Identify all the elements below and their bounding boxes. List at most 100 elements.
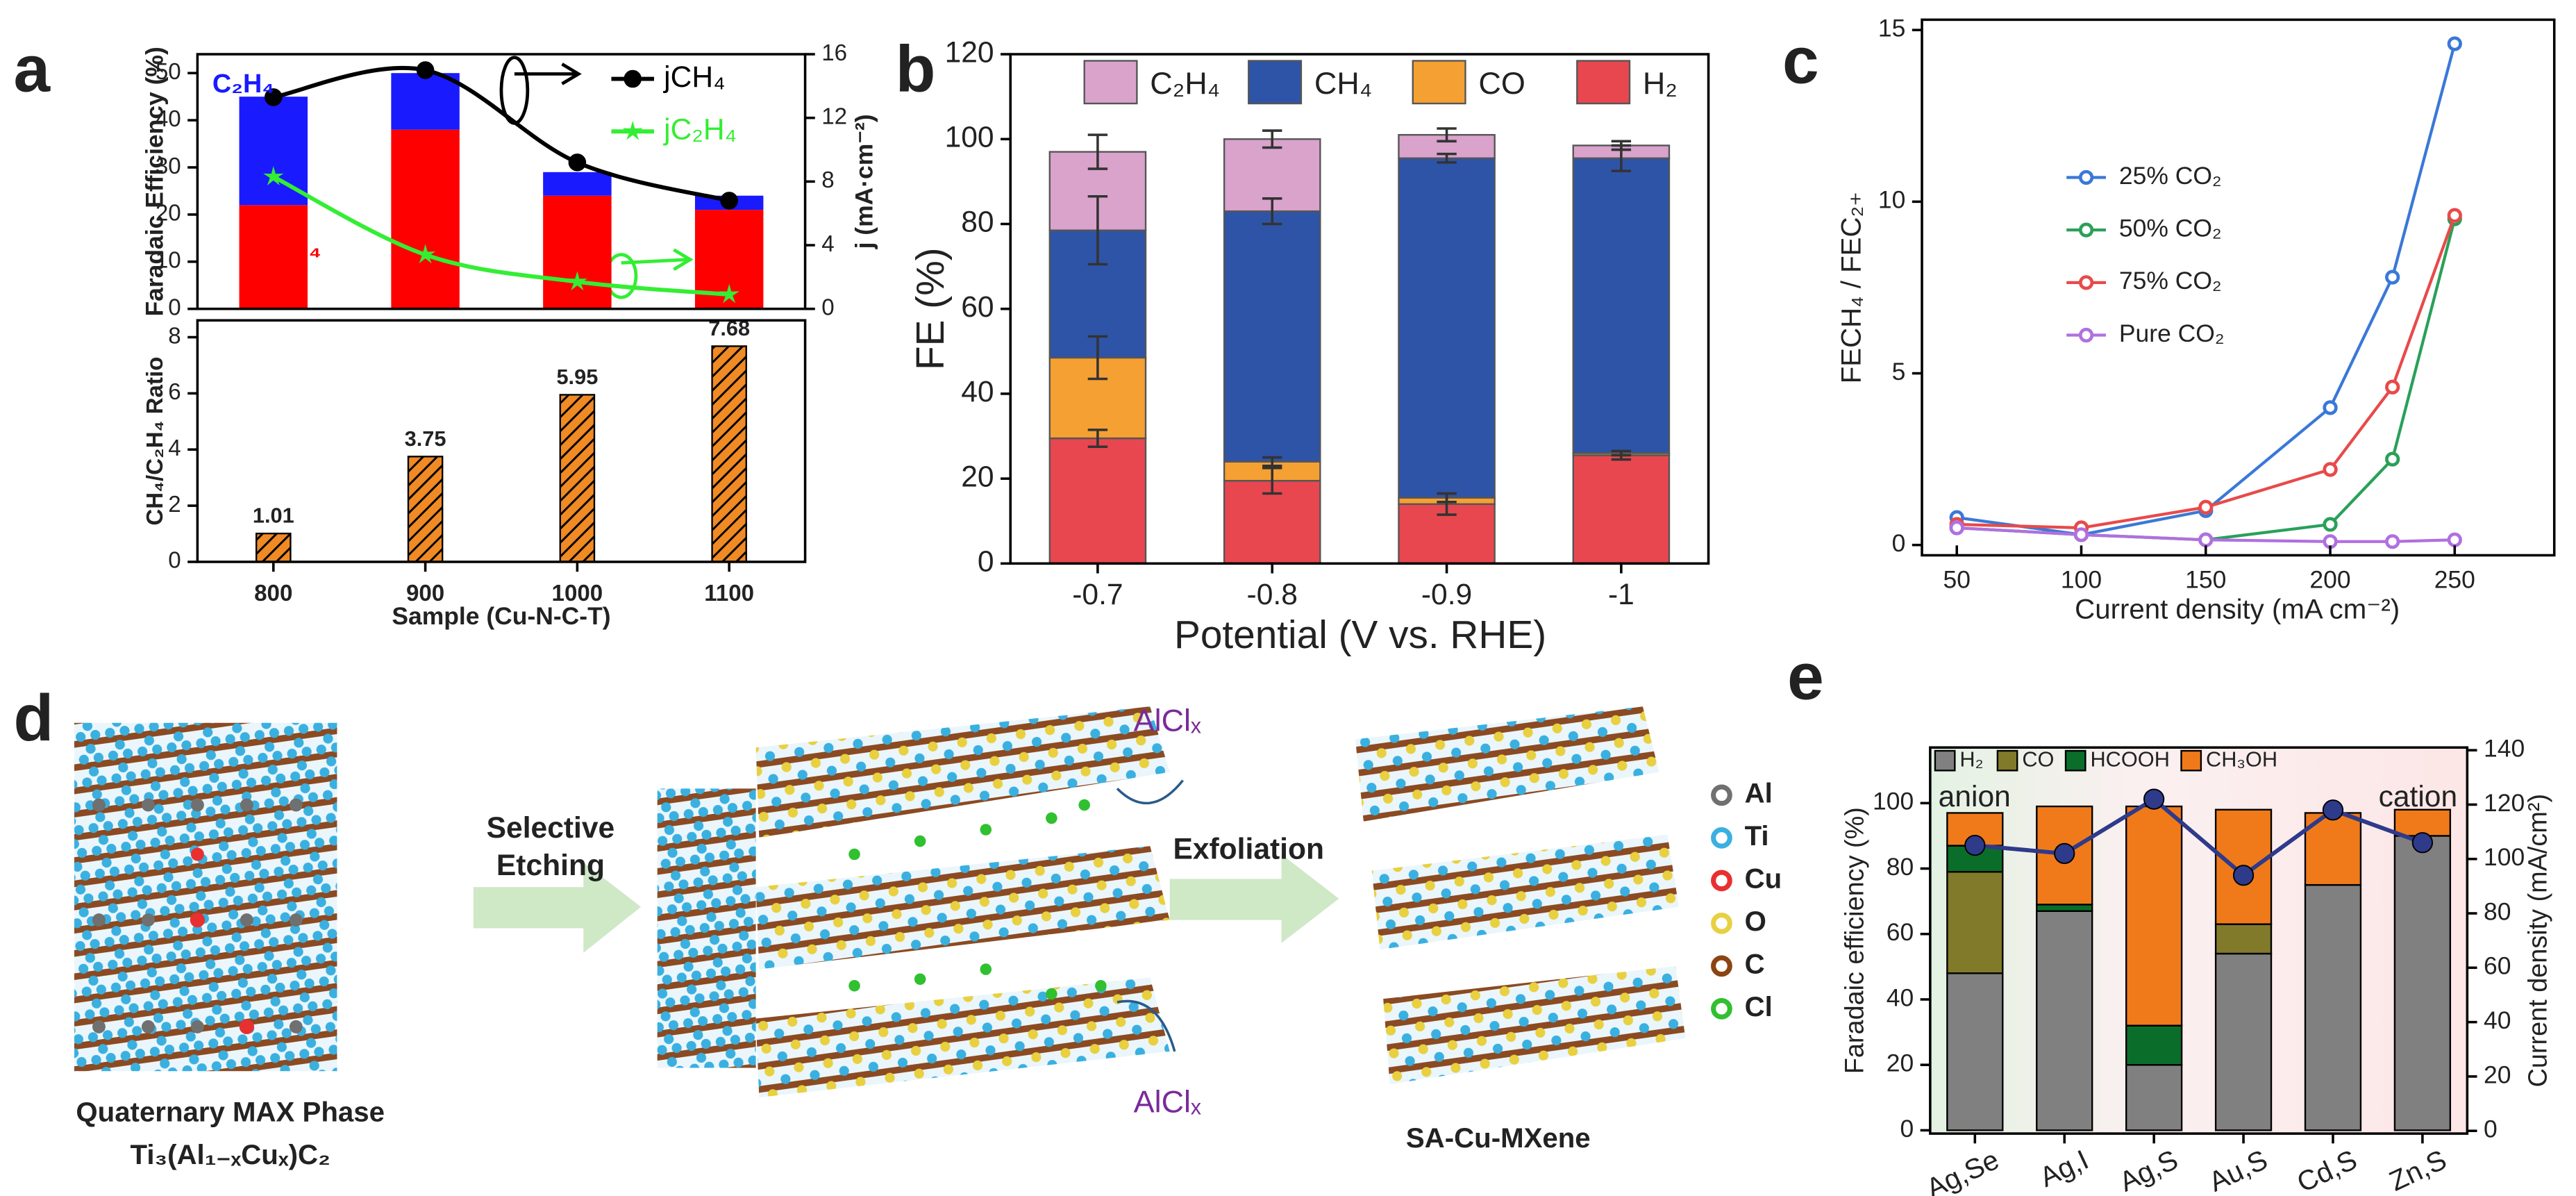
axis-pointer [514, 63, 582, 85]
bar-segment [2304, 883, 2362, 1131]
arrow [473, 862, 642, 953]
plot-frame [1929, 746, 2469, 1135]
y-tick-label: 10 [156, 248, 181, 274]
legend-label: jC₂H₄ [662, 113, 737, 146]
point [2385, 269, 2400, 285]
step-label: Etching [496, 849, 605, 882]
legend-label: H₂ [1959, 747, 1983, 771]
y-tick-label: 120 [945, 35, 994, 69]
y-tick-label: 0 [821, 294, 834, 320]
error-bar [1262, 456, 1282, 467]
point [2232, 865, 2255, 886]
atom-swatch [1711, 955, 1732, 977]
error-bar [1437, 152, 1457, 164]
annotation: anion [1939, 780, 2011, 813]
series-label: C₂H₄ [212, 69, 274, 99]
y-tick-label: 60 [2484, 952, 2511, 980]
point [2198, 499, 2214, 515]
bar-segment [2214, 952, 2273, 1131]
line [1975, 796, 2423, 878]
x-tick-label: Ag,S [2115, 1144, 2183, 1196]
y-tick-label: 20 [2484, 1061, 2511, 1088]
y-tick-label: 8 [821, 167, 834, 193]
bar-segment [1048, 437, 1147, 565]
y-tick-label: 0 [168, 294, 181, 320]
mxene-sheet [1371, 834, 1679, 950]
bar-segment [391, 73, 460, 130]
legend-label: CO [1478, 65, 1525, 101]
release-arrow [1116, 999, 1176, 1052]
x-tick-label: -0.8 [1247, 578, 1298, 611]
point [2385, 451, 2400, 467]
x-tick-label: 900 [406, 581, 444, 606]
y-tick-label: 120 [2484, 789, 2525, 817]
point [720, 192, 738, 210]
y-tick-label: 0 [2484, 1115, 2498, 1143]
y-tick-label: 40 [156, 106, 181, 132]
bar-segment [1946, 972, 2004, 1131]
atom-swatch [1711, 870, 1732, 892]
line [1957, 215, 2457, 530]
value-label: 3.75 [405, 426, 446, 451]
atom-swatch [1711, 997, 1732, 1020]
error-bar [1611, 449, 1632, 457]
atom-label: Ti [1745, 820, 1769, 852]
y-tick-label: 40 [2484, 1006, 2511, 1034]
legend-label: 25% CO₂ [2119, 162, 2222, 190]
line [272, 174, 730, 297]
point [2385, 534, 2400, 549]
y-tick-label: 5 [1892, 358, 1906, 385]
bar-segment [543, 172, 612, 196]
point [1964, 835, 1986, 856]
x-tick-label: Ag,I [2035, 1144, 2093, 1193]
y-tick-label: 40 [961, 375, 994, 408]
legend-label: HCOOH [2090, 747, 2169, 771]
layer [755, 846, 1170, 970]
axis-title: Current density (mA/cm²) [2523, 794, 2552, 1087]
material-label: Quaternary MAX Phase [76, 1096, 385, 1127]
point [719, 283, 739, 304]
mxene-sheet [1383, 965, 1686, 1085]
atom-swatch [1711, 784, 1732, 806]
schematic: d Selective Etching AlClₓ AlClₓ Exfoliat… [13, 56, 1782, 1170]
axis-title: CH₄/C₂H₄ Ratio [142, 357, 168, 526]
y-tick-label: 100 [2484, 843, 2525, 871]
error-bar [1087, 429, 1108, 449]
y-tick-label: 0 [1892, 529, 1906, 557]
axis-title: FE (%) [909, 247, 953, 370]
line [273, 65, 730, 203]
cu-atoms [190, 847, 254, 1035]
line [1957, 526, 2455, 543]
max-phase-crystal [74, 722, 337, 1072]
panel-letter: a [13, 32, 51, 106]
error-bar [1087, 133, 1108, 170]
y-tick-label: 0 [978, 545, 994, 579]
point [2322, 799, 2344, 821]
bar-segment [1398, 157, 1496, 499]
panel-letter: c [1782, 24, 1819, 98]
y-tick-label: 140 [2484, 735, 2525, 763]
y-tick-label: 80 [961, 206, 994, 239]
point [2323, 400, 2338, 415]
point [2198, 532, 2214, 547]
point [2447, 532, 2462, 547]
x-tick-label: 50 [1943, 566, 1971, 594]
bar-segment [2393, 808, 2452, 837]
y-tick-label: 20 [156, 201, 181, 226]
panel-letter: e [1787, 640, 1824, 714]
arrow [1169, 854, 1339, 943]
error-bar [1087, 335, 1108, 381]
y-tick-label: 6 [168, 379, 181, 405]
y-tick-label: 2 [168, 492, 181, 517]
y-tick-label: 4 [168, 435, 181, 461]
axis-title: Current density (mA cm⁻²) [2075, 594, 2400, 625]
bar [255, 532, 292, 563]
panel-letter: d [13, 681, 53, 755]
y-tick-label: 4 [821, 231, 834, 257]
axis-title: j (mA·cm⁻²) [850, 114, 878, 249]
material-formula: Ti₃(Al₁₋ₓCuₓ)C₂ [131, 1139, 331, 1170]
release-arrow [1116, 779, 1185, 805]
x-tick-label: 200 [2309, 566, 2350, 594]
legend-label: H₂ [1643, 65, 1678, 101]
x-tick-label: -0.9 [1421, 578, 1472, 611]
